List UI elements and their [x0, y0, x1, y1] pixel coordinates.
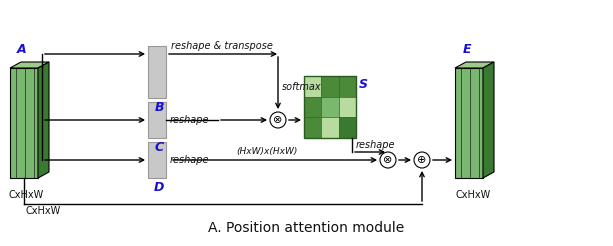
Circle shape — [414, 152, 430, 168]
Polygon shape — [10, 62, 49, 68]
Bar — [304, 97, 321, 117]
Text: reshape & transpose: reshape & transpose — [171, 41, 273, 51]
Text: reshape: reshape — [170, 115, 210, 125]
Bar — [338, 117, 356, 138]
Text: (HxW)x(HxW): (HxW)x(HxW) — [237, 147, 298, 156]
Text: CxHxW: CxHxW — [26, 206, 61, 216]
Text: reshape: reshape — [170, 155, 210, 165]
Text: reshape: reshape — [356, 140, 395, 150]
Circle shape — [270, 112, 286, 128]
Bar — [321, 117, 338, 138]
Text: C: C — [154, 141, 164, 154]
Text: S: S — [359, 78, 368, 91]
Bar — [304, 76, 356, 138]
Text: ⊕: ⊕ — [417, 155, 427, 165]
Bar — [321, 76, 338, 97]
Bar — [304, 117, 321, 138]
Text: CxHxW: CxHxW — [9, 190, 44, 200]
Polygon shape — [38, 62, 49, 178]
Circle shape — [380, 152, 396, 168]
Text: D: D — [154, 181, 164, 194]
Text: E: E — [463, 43, 471, 56]
Text: A: A — [17, 43, 27, 56]
Bar — [338, 97, 356, 117]
Polygon shape — [455, 62, 494, 68]
Text: softmax: softmax — [282, 82, 322, 92]
Polygon shape — [483, 62, 494, 178]
Bar — [148, 102, 166, 138]
Polygon shape — [455, 68, 483, 178]
Text: CxHxW: CxHxW — [455, 190, 490, 200]
Text: B: B — [154, 101, 164, 114]
Polygon shape — [10, 68, 38, 178]
Text: A. Position attention module: A. Position attention module — [208, 221, 404, 235]
Bar — [148, 46, 166, 98]
Text: ⊗: ⊗ — [273, 115, 283, 125]
Text: ⊗: ⊗ — [383, 155, 393, 165]
Bar — [304, 76, 321, 97]
Bar — [338, 76, 356, 97]
Bar — [321, 97, 338, 117]
Bar — [148, 142, 166, 178]
